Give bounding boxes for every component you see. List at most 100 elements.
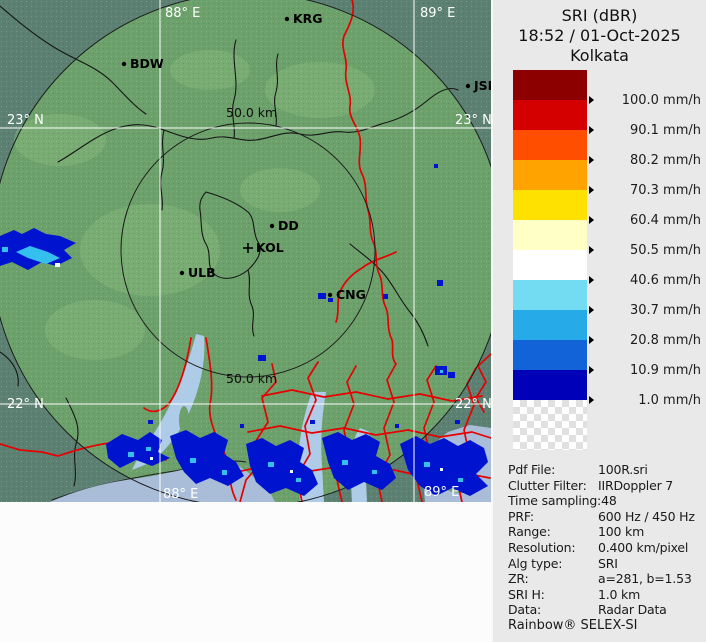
metadata-value: a=281, b=1.53 xyxy=(598,571,692,587)
range-label-50km-top: 50.0 km xyxy=(226,105,277,120)
legend-tick-label: 30.7 mm/h xyxy=(629,302,701,318)
metadata-label: Time sampling: xyxy=(508,493,602,509)
metadata-label: Data: xyxy=(508,602,542,618)
legend-tick-arrow-icon xyxy=(589,96,594,104)
legend-swatch xyxy=(513,160,587,190)
metadata-value: IIRDoppler 7 xyxy=(598,477,674,493)
metadata-label: ZR: xyxy=(508,571,529,587)
legend-tick: 80.2 mm/h xyxy=(589,152,701,168)
metadata-label: SRI H: xyxy=(508,586,545,602)
radar-station-name: Kolkata xyxy=(570,46,629,65)
legend-tick-label: 10.9 mm/h xyxy=(629,362,701,378)
legend-color-scale xyxy=(513,70,587,450)
metadata-row: PRF: 600 Hz / 450 Hz xyxy=(493,509,706,525)
legend-tick-label: 100.0 mm/h xyxy=(621,92,701,108)
legend-swatch xyxy=(513,280,587,310)
legend-tick: 60.4 mm/h xyxy=(589,212,701,228)
station-dot-cng xyxy=(327,292,333,298)
legend-tick-arrow-icon xyxy=(589,216,594,224)
metadata-label: Resolution: xyxy=(508,539,576,555)
metadata-value: 0.400 km/pixel xyxy=(598,539,689,555)
metadata-block: Pdf File: 100R.sri Clutter Filter: IIRDopp… xyxy=(493,462,706,618)
metadata-label: Range: xyxy=(508,524,551,540)
legend-tick-label: 60.4 mm/h xyxy=(629,212,701,228)
legend-tick: 30.7 mm/h xyxy=(589,302,701,318)
metadata-value: 600 Hz / 450 Hz xyxy=(598,508,695,524)
metadata-label: PRF: xyxy=(508,508,534,524)
lat-label-22-left: 22° N xyxy=(7,397,44,412)
metadata-row: Range: 100 km xyxy=(493,524,706,540)
legend-tick: 50.5 mm/h xyxy=(589,242,701,258)
legend-tick-arrow-icon xyxy=(589,336,594,344)
metadata-value: 48 xyxy=(601,493,617,509)
legend-swatch xyxy=(513,130,587,160)
metadata-row: Clutter Filter: IIRDoppler 7 xyxy=(493,478,706,494)
radar-site-marker-icon xyxy=(243,243,253,253)
product-title: SRI (dBR) xyxy=(561,6,638,25)
legend-swatch xyxy=(513,310,587,340)
legend-swatch xyxy=(513,370,587,400)
radar-map-svg: 88° E 89° E 88° E 89° E 23° N 23° N 22° … xyxy=(0,0,506,508)
lon-label-88-bottom: 88° E xyxy=(163,487,198,502)
metadata-row: ZR: a=281, b=1.53 xyxy=(493,571,706,587)
radar-site-label: KOL xyxy=(256,240,284,255)
legend-tick: 20.8 mm/h xyxy=(589,332,701,348)
station-label-dd: DD xyxy=(278,218,299,233)
legend-tick: 1.0 mm/h xyxy=(589,392,701,408)
metadata-value: Radar Data xyxy=(598,602,667,618)
metadata-label: Pdf File: xyxy=(508,462,556,477)
metadata-value: SRI xyxy=(598,555,618,571)
legend-swatch-transparent xyxy=(513,400,587,450)
metadata-label: Alg type: xyxy=(508,555,563,571)
precipitation-layer xyxy=(0,164,488,496)
legend-tick-label: 1.0 mm/h xyxy=(638,392,701,408)
metadata-value: 100 km xyxy=(598,524,645,540)
lon-label-89-top: 89° E xyxy=(420,6,455,21)
station-label-krg: KRG xyxy=(293,11,323,26)
legend-tick-arrow-icon xyxy=(589,156,594,164)
bottom-margin xyxy=(0,502,491,642)
panel-header: SRI (dBR) 18:52 / 01-Oct-2025 Kolkata xyxy=(493,6,706,66)
legend-tick: 10.9 mm/h xyxy=(589,362,701,378)
metadata-value: 1.0 km xyxy=(598,586,641,602)
metadata-row: Alg type: SRI xyxy=(493,556,706,572)
legend-tick: 40.6 mm/h xyxy=(589,272,701,288)
station-label-jsr: JSR xyxy=(473,78,491,93)
legend-swatch xyxy=(513,190,587,220)
legend-swatch xyxy=(513,100,587,130)
legend-tick-label: 70.3 mm/h xyxy=(629,182,701,198)
legend-swatch xyxy=(513,70,587,100)
station-dot-krg xyxy=(284,16,290,22)
legend-swatch xyxy=(513,220,587,250)
legend-tick-arrow-icon xyxy=(589,186,594,194)
station-dot-jsr xyxy=(465,83,471,89)
lon-label-89-bottom: 89° E xyxy=(424,485,459,500)
station-label-bdw: BDW xyxy=(130,56,164,71)
legend-swatch xyxy=(513,340,587,370)
legend-tick-label: 40.6 mm/h xyxy=(629,272,701,288)
station-dot-bdw xyxy=(121,61,127,67)
product-datetime: 18:52 / 01-Oct-2025 xyxy=(518,26,681,45)
lon-label-88-top: 88° E xyxy=(165,6,200,21)
metadata-label: Clutter Filter: xyxy=(508,477,587,493)
lat-label-23-left: 23° N xyxy=(7,113,44,128)
graticule-layer xyxy=(0,0,491,502)
graticule-labels: 88° E 89° E 88° E 89° E 23° N 23° N 22° … xyxy=(7,6,492,502)
lat-label-23-right: 23° N xyxy=(455,113,491,128)
legend-tick: 100.0 mm/h xyxy=(589,92,701,108)
terrain-layer xyxy=(0,0,505,507)
info-panel: SRI (dBR) 18:52 / 01-Oct-2025 Kolkata 10… xyxy=(491,0,706,642)
station-dot-ulb xyxy=(179,270,185,276)
station-dot-dd xyxy=(269,223,275,229)
metadata-row: Time sampling: 48 xyxy=(493,493,706,509)
radar-map-image: 88° E 89° E 88° E 89° E 23° N 23° N 22° … xyxy=(0,0,506,508)
legend-tick-arrow-icon xyxy=(589,396,594,404)
metadata-row: Resolution: 0.400 km/pixel xyxy=(493,540,706,556)
legend-tick-arrow-icon xyxy=(589,246,594,254)
metadata-row: Data: Radar Data xyxy=(493,602,706,618)
legend-tick-label: 20.8 mm/h xyxy=(629,332,701,348)
legend-swatch xyxy=(513,250,587,280)
station-label-cng: CNG xyxy=(336,287,366,302)
legend-tick-label: 90.1 mm/h xyxy=(629,122,701,138)
legend-tick-label: 50.5 mm/h xyxy=(629,242,701,258)
